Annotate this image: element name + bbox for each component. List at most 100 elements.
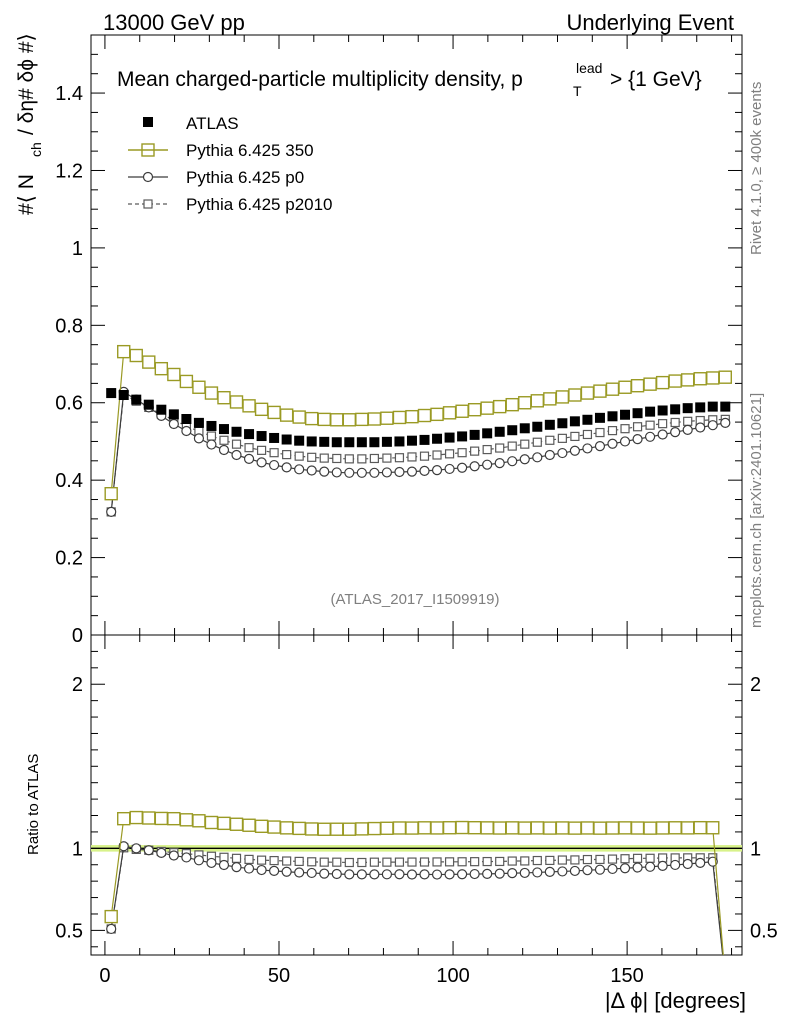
y-axis-label-tail: / δη# δϕ #⟩ (15, 33, 38, 135)
ratio-pythia-p2010-point (382, 857, 392, 867)
main-atlas-point (645, 406, 656, 417)
main-pythia-p0-point (532, 452, 543, 463)
ratio-pythia-p2010-point (407, 857, 417, 867)
y-axis-label-main: #⟨ N (15, 174, 38, 215)
ratio-pythia-p2010-point (582, 854, 593, 865)
ratio-pythia-p0-point (721, 975, 730, 984)
main-atlas-point (707, 401, 718, 412)
ratio-pythia-p0-point (218, 859, 230, 871)
ratio-pythia-p2010-point (721, 976, 729, 984)
ratio-y-axis-label: Ratio to ATLAS (25, 754, 42, 855)
ratio-pythia-350-point (593, 821, 607, 835)
main-atlas-point (206, 420, 217, 431)
ratio-pythia-350-point (355, 822, 369, 836)
main-pythia-350-point (242, 399, 256, 413)
main-atlas-point (519, 423, 530, 434)
ratio-pythia-350-point (317, 822, 331, 836)
main-pythia-p2010-point (231, 439, 242, 449)
main-ytick-label: 0.6 (55, 393, 83, 415)
main-pythia-p0-point (256, 457, 267, 468)
main-pythia-350-point (680, 373, 695, 387)
ratio-pythia-350-point (467, 821, 482, 835)
ratio-pythia-p2010-point (470, 857, 480, 867)
main-pythia-p2010-point (595, 427, 605, 438)
main-pythia-350-point (518, 396, 532, 410)
ratio-series-pythia-p2010 (106, 843, 729, 984)
ratio-pythia-p0-point (394, 869, 405, 880)
main-pythia-p0-point (168, 418, 179, 430)
main-pythia-350-point (229, 395, 244, 409)
main-pythia-p2010-point (557, 433, 567, 443)
ratio-pythia-350-point (192, 814, 206, 828)
ratio-pythia-p0-point (331, 868, 342, 880)
main-pythia-p0-point (594, 440, 606, 452)
ratio-pythia-p2010-point (520, 856, 530, 866)
ratio-pythia-350-point (693, 820, 707, 835)
main-atlas-point (231, 426, 242, 437)
main-atlas-point (369, 437, 380, 448)
mcplots-label: mcplots.cern.ch [arXiv:2401.10621] (748, 393, 765, 628)
main-pythia-p2010-point (607, 426, 618, 436)
ratio-xtick-label: 0 (99, 965, 110, 987)
main-pythia-p2010-point (482, 444, 492, 455)
main-pythia-350-point (580, 386, 595, 400)
ratio-pythia-p2010-point (394, 857, 405, 867)
ratio-pythia-350-point (442, 821, 457, 835)
main-pythia-p2010-point (570, 431, 580, 442)
ratio-pythia-p2010-point (607, 854, 618, 864)
ratio-pythia-p0-point (682, 858, 693, 870)
ratio-pythia-350-point (706, 821, 720, 835)
main-pythia-350-point (204, 386, 219, 400)
main-atlas-point (356, 437, 367, 448)
ratio-pythia-350-point (254, 819, 269, 834)
ratio-xtick-label: 50 (268, 965, 290, 987)
main-atlas-point (118, 390, 129, 400)
ratio-series-pythia-350 (104, 810, 724, 955)
main-pythia-p0-point (682, 424, 693, 435)
ratio-pythia-p2010-point (632, 853, 643, 863)
ratio-pythia-p0-point (507, 868, 518, 879)
main-pythia-350-point (693, 372, 707, 386)
main-pythia-p2010-point (495, 443, 505, 453)
ratio-pythia-350-point (367, 821, 382, 836)
chart-title: Mean charged-particle multiplicity densi… (117, 68, 523, 91)
main-pythia-350-point (643, 377, 657, 391)
main-pythia-p2010-point (256, 445, 267, 455)
ratio-pythia-p0-point (557, 866, 568, 877)
main-pythia-p0-point (569, 445, 580, 456)
main-pythia-p0-point (469, 461, 480, 472)
main-pythia-p0-point (394, 466, 405, 478)
main-pythia-350-point (530, 394, 545, 408)
ratio-pythia-p2010-point (444, 857, 455, 867)
ratio-pythia-p2010-point (319, 857, 329, 867)
main-pythia-350-point (555, 390, 570, 404)
main-pythia-p2010-point (369, 453, 379, 464)
main-pythia-350-point (480, 401, 494, 415)
main-pythia-p2010-point (645, 420, 655, 430)
ratio-pythia-350-point (605, 821, 620, 835)
main-ytick-label: 1.2 (55, 160, 83, 182)
ratio-pythia-p2010-point (507, 856, 517, 866)
main-pythia-p0-point (444, 463, 455, 475)
main-atlas-point (281, 434, 292, 445)
ratio-pythia-350-point (217, 816, 231, 831)
main-pythia-350-point (192, 380, 206, 394)
main-pythia-p0-point (507, 456, 518, 467)
main-pythia-p2010-point (206, 431, 217, 441)
ratio-pythia-p2010-point (570, 855, 580, 865)
main-pythia-p2010-point (620, 424, 630, 434)
ratio-pythia-p0-point (569, 865, 580, 877)
ratio-pythia-p2010-point (269, 855, 279, 866)
main-pythia-350-point (467, 403, 482, 417)
ratio-pythia-p0-point (657, 860, 668, 871)
main-pythia-p0-point (419, 465, 430, 476)
ratio-pythia-p0-point (494, 868, 505, 879)
main-pythia-p2010-point (219, 435, 229, 445)
main-pythia-p2010-point (507, 441, 517, 451)
ratio-pythia-350-point (179, 813, 194, 827)
main-pythia-350-point (430, 407, 444, 422)
main-pythia-350-point (267, 405, 281, 420)
main-atlas-point (131, 394, 142, 405)
ratio-pythia-p0-point (644, 861, 656, 872)
main-pythia-p0-point (356, 467, 367, 478)
